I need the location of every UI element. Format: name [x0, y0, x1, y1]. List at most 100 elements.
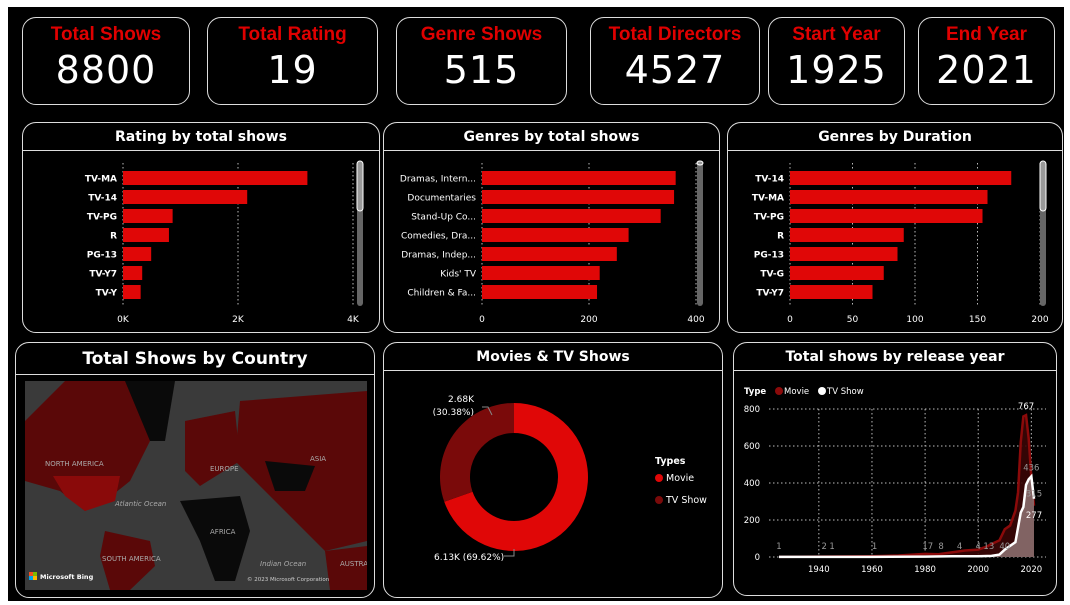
category-label: R	[777, 232, 784, 242]
leader-line	[504, 549, 515, 557]
y-tick-label: 0	[755, 553, 760, 563]
legend-item[interactable]: Movie	[666, 473, 694, 484]
map-copyright: © 2023 Microsoft Corporation	[247, 576, 330, 583]
data-label: 767	[1018, 402, 1034, 412]
area-tv-show	[779, 476, 1034, 557]
bar[interactable]	[482, 171, 676, 185]
types-donut-chart: 6.13K (69.62%) 2.68K (30.38%) Types Movie TV …	[433, 395, 708, 563]
category-label: Comedies, Dra...	[401, 232, 476, 242]
south-america-region	[100, 531, 155, 590]
kpi-label: Start Year	[792, 24, 881, 45]
europe-region	[185, 411, 240, 486]
dashboard: Total Shows 8800 Total Rating 19 Genre Sho…	[8, 7, 1064, 601]
legend-title: Types	[655, 456, 686, 467]
bar[interactable]	[482, 247, 617, 261]
donut-slice-movie[interactable]	[444, 403, 588, 551]
line-movie[interactable]	[778, 413, 1036, 559]
bar[interactable]	[790, 247, 898, 261]
legend-item[interactable]: Movie	[784, 387, 809, 397]
map-label: Atlantic Ocean	[114, 500, 166, 508]
bar[interactable]	[790, 266, 884, 280]
leader-line	[482, 406, 493, 416]
y-tick-label: 200	[744, 516, 760, 526]
bar[interactable]	[790, 285, 873, 299]
x-tick-label: 2000	[967, 565, 989, 575]
category-label: TV-Y	[96, 289, 118, 299]
bar[interactable]	[123, 285, 141, 299]
chart-title: Rating by total shows	[23, 123, 379, 151]
legend-item[interactable]: TV Show	[665, 495, 707, 506]
data-label: 17	[922, 542, 933, 552]
x-tick-label: 1940	[808, 565, 830, 575]
data-label: 2.68K	[448, 395, 475, 405]
bar[interactable]	[482, 228, 629, 242]
scrollbar[interactable]	[697, 161, 703, 306]
tick-label: 100	[906, 315, 923, 325]
kpi-label: End Year	[946, 24, 1027, 45]
scrollbar-thumb[interactable]	[696, 160, 704, 166]
category-label: TV-14	[755, 175, 784, 185]
bar[interactable]	[790, 190, 988, 204]
map-label: EUROPE	[210, 465, 239, 473]
donut-slice-tv-show[interactable]	[440, 403, 514, 502]
bar[interactable]	[790, 209, 983, 223]
chart-title: Genres by total shows	[384, 123, 719, 151]
bar[interactable]	[123, 266, 143, 280]
usa-region	[53, 476, 120, 511]
kpi-genre-shows: Genre Shows 515	[396, 17, 567, 105]
category-label: PG-13	[87, 251, 117, 261]
duration-bar-chart: 0 50 100 150 200 TV-14 TV-MA TV-PG R PG-13 TV-G TV-…	[752, 160, 1049, 325]
map-label: Indian Ocean	[260, 560, 306, 568]
bar[interactable]	[482, 285, 598, 299]
data-label: 8	[938, 542, 943, 552]
y-tick-label: 800	[744, 405, 760, 415]
legend-marker[interactable]	[655, 474, 663, 482]
line-tv-show[interactable]	[779, 473, 1036, 559]
scrollbar-thumb[interactable]	[1039, 160, 1047, 212]
legend-marker[interactable]	[655, 496, 663, 504]
category-label: TV-Y7	[756, 289, 784, 299]
data-label: 277	[1026, 511, 1042, 521]
data-label: 1	[776, 542, 781, 552]
bar[interactable]	[123, 190, 248, 204]
data-label: 13	[983, 542, 994, 552]
chart-title: Total shows by release year	[734, 343, 1056, 371]
bar[interactable]	[482, 190, 675, 204]
genres-bar-chart: 0 200 400 Dramas, Intern... Documentaries Sta…	[400, 160, 705, 325]
x-tick-label: 1960	[861, 565, 883, 575]
kpi-label: Genre Shows	[420, 24, 543, 45]
bar[interactable]	[123, 171, 308, 185]
kpi-value: 4527	[624, 48, 726, 92]
y-tick-label: 600	[744, 442, 760, 452]
bar[interactable]	[790, 228, 904, 242]
tick-label: 200	[1031, 315, 1048, 325]
data-label: 6.13K (69.62%)	[434, 553, 504, 563]
rating-bar-chart: 0K 2K 4K TV-MA TV-14 TV-PG R PG-13 TV-Y7 TV-Y	[85, 160, 364, 325]
category-label: Children & Fa...	[407, 289, 476, 299]
kpi-value: 2021	[936, 48, 1037, 92]
legend-marker[interactable]	[818, 387, 826, 395]
data-label: 40	[999, 542, 1010, 552]
bar[interactable]	[123, 228, 169, 242]
category-label: TV-14	[88, 194, 117, 204]
bar[interactable]	[790, 171, 1012, 185]
x-tick-label: 2020	[1021, 565, 1043, 575]
kpi-label: Total Directors	[608, 24, 742, 45]
duration-chart-panel: Genres by Duration 0 50 100 150 200 TV-14 TV-MA…	[727, 122, 1063, 333]
bar[interactable]	[123, 247, 152, 261]
area-movie	[779, 415, 1034, 557]
legend-item[interactable]: TV Show	[826, 387, 864, 397]
world-map[interactable]: NORTH AMERICA EUROPE ASIA Atlantic Ocean…	[25, 381, 367, 590]
bar[interactable]	[482, 266, 600, 280]
chart-title: Total Shows by Country	[16, 343, 374, 375]
x-tick-label: 1980	[914, 565, 936, 575]
category-label: Documentaries	[407, 194, 476, 204]
bar[interactable]	[482, 209, 661, 223]
scrollbar-thumb[interactable]	[356, 160, 364, 212]
release-year-panel: Total shows by release year 0 200 400 600 800…	[733, 342, 1057, 596]
map-label: AUSTRA	[340, 560, 367, 568]
legend-marker[interactable]	[775, 387, 783, 395]
africa-region	[180, 496, 250, 581]
bar[interactable]	[123, 209, 173, 223]
category-label: TV-PG	[87, 213, 117, 223]
